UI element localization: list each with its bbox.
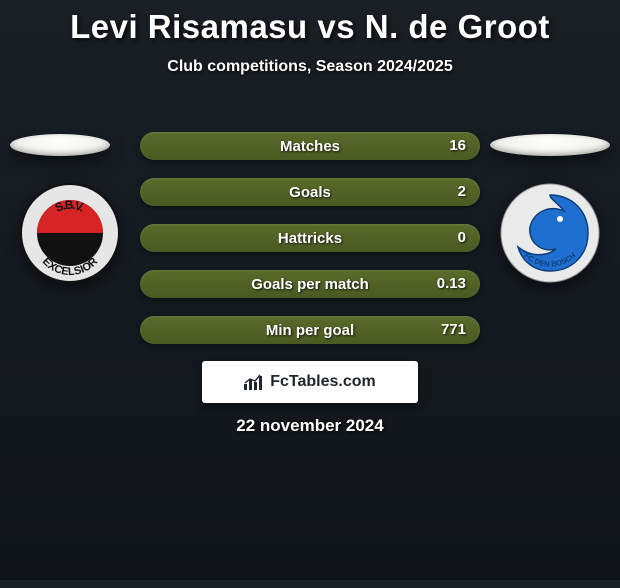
stat-row: Goals per match 0.13 (140, 270, 480, 298)
stats-panel: Matches 16 Goals 2 Hattricks 0 Goals per match… (140, 132, 480, 362)
stat-row: Matches 16 (140, 132, 480, 160)
brand-text: FcTables.com (270, 373, 376, 391)
player-right-oval (490, 134, 610, 156)
club-badge-left: S.B.V.EXCELSIOR (20, 183, 120, 283)
stat-value-right: 771 (441, 316, 466, 344)
stat-row: Min per goal 771 (140, 316, 480, 344)
club-badge-right: FC DEN BOSCH (500, 183, 600, 283)
stat-value-right: 0 (458, 224, 466, 252)
stat-row: Hattricks 0 (140, 224, 480, 252)
brand-chart-icon (244, 374, 264, 390)
stat-label: Matches (280, 138, 340, 155)
page-title: Levi Risamasu vs N. de Groot (0, 8, 620, 46)
stat-label: Goals (289, 184, 331, 201)
stat-label: Min per goal (266, 322, 354, 339)
stat-label: Hattricks (278, 230, 342, 247)
stat-row: Goals 2 (140, 178, 480, 206)
stat-value-right: 16 (449, 132, 466, 160)
brand-box: FcTables.com (202, 361, 418, 403)
stat-value-right: 0.13 (437, 270, 466, 298)
stat-value-right: 2 (458, 178, 466, 206)
player-left-oval (10, 134, 110, 156)
stat-label: Goals per match (251, 276, 369, 293)
date-text: 22 november 2024 (0, 416, 620, 436)
subtitle: Club competitions, Season 2024/2025 (0, 58, 620, 76)
